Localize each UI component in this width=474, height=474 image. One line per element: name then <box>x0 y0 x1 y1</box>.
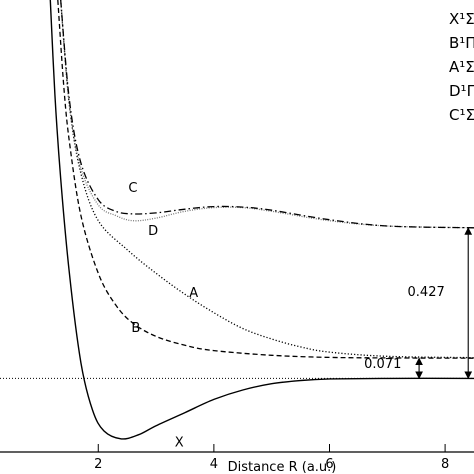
curve-label-D: D <box>148 224 158 239</box>
curve-B <box>57 0 474 359</box>
legend-entry: A¹Σ <box>449 58 474 76</box>
curve-label-X: X <box>175 436 184 451</box>
curve-A <box>60 0 474 359</box>
curve-layer <box>49 0 474 440</box>
legend-entry: X¹Σ <box>449 10 474 28</box>
curve-label-A: A <box>189 286 198 301</box>
legend-entry: C¹Σ <box>449 106 474 124</box>
x-tick-label: 6 <box>325 457 333 472</box>
x-tick-label: 2 <box>94 457 102 472</box>
legend: X¹Σ B¹Π A¹Σ D¹Π C¹Σ <box>449 10 474 124</box>
x-tick-label: 8 <box>441 457 449 472</box>
curve-D <box>60 0 474 229</box>
curve-label-layer: C D A B X <box>128 181 198 451</box>
legend-entry: B¹Π <box>449 34 474 52</box>
annotation-label: 0.071 <box>364 357 401 372</box>
curve-X <box>49 0 474 440</box>
x-axis-label: Distance R (a.u.) <box>228 460 337 474</box>
x-tick-label: 4 <box>210 457 218 472</box>
x-axis: 2 4 6 8 <box>94 444 449 472</box>
curve-label-B: B <box>131 321 140 336</box>
legend-entry: D¹Π <box>449 82 474 100</box>
curve-label-C: C <box>128 181 137 196</box>
curve-C <box>60 0 474 229</box>
annotation-label: 0.427 <box>408 285 445 300</box>
